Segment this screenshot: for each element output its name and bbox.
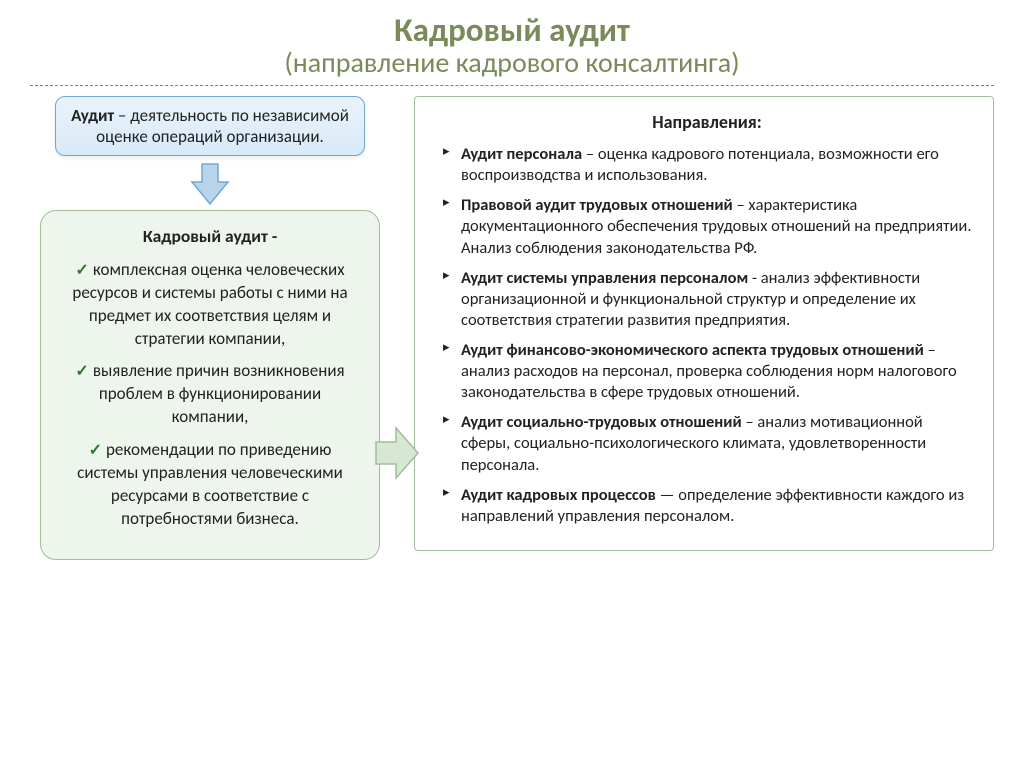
direction-term: Правовой аудит трудовых отношений [461, 195, 733, 215]
direction-item: Аудит системы управления персоналом - ан… [443, 268, 975, 331]
page-title: Кадровый аудит [30, 12, 994, 48]
hr-audit-heading: Кадровый аудит - [57, 225, 363, 249]
direction-term: Аудит системы управления персоналом [461, 268, 748, 288]
right-column: Направления: Аудит персонала – оценка ка… [414, 96, 994, 551]
hr-audit-box: Кадровый аудит - комплексная оценка чело… [40, 210, 380, 560]
directions-box: Направления: Аудит персонала – оценка ка… [414, 96, 994, 551]
arrow-right-icon [374, 426, 420, 480]
columns-layout: Аудит – деятельность по независимой оцен… [30, 96, 994, 560]
hr-audit-item: комплексная оценка человеческих ресурсов… [57, 259, 363, 351]
direction-term: Аудит социально-трудовых отношений [461, 412, 742, 432]
left-column: Аудит – деятельность по независимой оцен… [30, 96, 390, 560]
hr-audit-item: выявление причин возникновения проблем в… [57, 360, 363, 429]
direction-sep: – [733, 195, 749, 215]
direction-item: Правовой аудит трудовых отношений – хара… [443, 195, 975, 258]
arrow-down-icon [190, 162, 230, 206]
audit-definition: деятельность по независимой оценке опера… [96, 105, 349, 147]
direction-sep: — [656, 485, 678, 505]
audit-definition-box: Аудит – деятельность по независимой оцен… [55, 96, 365, 156]
direction-item: Аудит финансово-экономического аспекта т… [443, 340, 975, 403]
direction-item: Аудит персонала – оценка кадрового потен… [443, 144, 975, 186]
direction-item: Аудит социально-трудовых отношений – ана… [443, 412, 975, 475]
direction-sep: – [742, 412, 758, 432]
directions-list: Аудит персонала – оценка кадрового потен… [439, 144, 975, 527]
direction-sep: - [748, 268, 761, 288]
direction-desc: анализ расходов на персонал, проверка со… [461, 361, 957, 402]
audit-sep: – [114, 105, 130, 126]
audit-term: Аудит [71, 105, 114, 126]
direction-term: Аудит финансово-экономического аспекта т… [461, 340, 924, 360]
page-subtitle: (направление кадрового консалтинга) [30, 48, 994, 79]
direction-term: Аудит персонала [461, 144, 582, 164]
direction-item: Аудит кадровых процессов — определение э… [443, 485, 975, 527]
separator-line [30, 85, 994, 86]
title-block: Кадровый аудит (направление кадрового ко… [30, 12, 994, 79]
direction-sep: – [924, 340, 936, 360]
direction-term: Аудит кадровых процессов [461, 485, 656, 505]
directions-heading: Направления: [439, 111, 975, 134]
direction-sep: – [582, 144, 598, 164]
hr-audit-item: рекомендации по приведению системы управ… [57, 439, 363, 531]
